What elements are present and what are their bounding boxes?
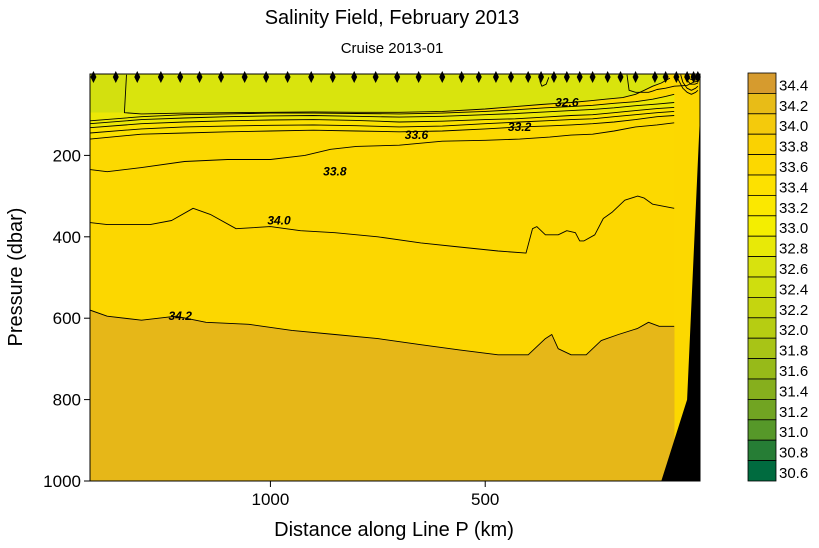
salinity-fill-layer [90,74,675,481]
colorbar-swatch [747,439,777,462]
x-axis: 1000 500 [252,481,499,509]
colorbar-swatch [747,235,777,257]
colorbar-swatch [747,419,777,441]
colorbar-label: 33.8 [779,139,808,156]
contour-label-34.2: 34.2 [169,309,193,323]
colorbar-swatch [747,133,777,155]
x-tick-label: 500 [471,490,499,509]
colorbar-label: 31.4 [779,383,808,400]
colorbar-swatch [747,72,777,94]
colorbar-label: 30.6 [779,465,808,482]
contour-line-32.4 [626,74,698,93]
contour-line-33.8 [90,122,675,173]
y-tick-label: 600 [53,309,81,328]
chart-subtitle: Cruise 2013-01 [341,40,444,57]
plot-frame [89,73,701,482]
contour-line-32.0 [680,74,699,91]
contour-label-33.2: 33.2 [508,120,532,134]
x-tick-label: 1000 [252,490,290,509]
colorbar-swatch [747,215,777,237]
contour-lines-layer [90,74,699,356]
colorbar-label: 33.6 [779,159,808,176]
colorbar-label: 31.8 [779,343,808,360]
contour-label-33.6: 33.6 [405,128,429,142]
contour-line-33.4 [90,110,675,134]
colorbar-label: 32.6 [779,261,808,278]
colorbar-swatch [747,256,777,278]
colorbar-label: 31.6 [779,363,808,380]
colorbar-swatch [747,378,777,400]
contour-line-33.2 [90,106,675,129]
contour-line-33.0 [90,102,675,125]
y-axis: 200 400 600 800 1000 [43,146,90,491]
colorbar-swatch [747,194,777,217]
contour-labels-layer: 32.6 33.2 33.6 33.8 34.0 34.2 [169,95,579,323]
contour-line-32.8 [90,93,675,122]
y-tick-label: 200 [53,146,81,165]
colorbar-swatch [747,317,777,339]
colorbar-swatch [747,113,777,135]
chart-title: Salinity Field, February 2013 [265,7,520,29]
colorbar-label: 34.0 [779,118,808,135]
contour-line-32.6 [123,74,671,115]
colorbar-swatch [747,296,777,319]
colorbar-swatch [747,93,777,115]
colorbar-label: 30.8 [779,445,808,462]
colorbar-swatch [747,398,777,421]
contour-line-34.2 [90,309,675,356]
salinity-band-32.4-32.6 [90,74,127,113]
y-tick-label: 1000 [43,472,81,491]
colorbar-swatch [747,337,777,360]
seafloor-mask [661,114,700,481]
y-tick-label: 800 [53,391,81,410]
colorbar-label: 33.2 [779,200,808,217]
contour-line-32.2 [675,74,699,95]
colorbar: 34.4 34.2 34.0 33.8 33.6 33.4 33.2 33.0 32.8 32.6… [747,72,808,482]
contour-label-32.6: 32.6 [555,95,579,109]
contour-label-33.8: 33.8 [323,165,347,179]
contour-line-33.6 [90,115,675,140]
colorbar-label: 33.4 [779,179,808,196]
colorbar-label: 34.2 [779,98,808,115]
x-axis-label: Distance along Line P (km) [274,519,514,541]
colorbar-label: 32.2 [779,302,808,319]
seafloor-mask-layer [661,114,700,481]
colorbar-label: 31.0 [779,424,808,441]
colorbar-label: 32.8 [779,241,808,258]
colorbar-swatch [747,460,777,482]
colorbar-swatch [747,358,777,380]
colorbar-label: 31.2 [779,404,808,421]
colorbar-label: 34.4 [779,77,808,94]
colorbar-label: 33.0 [779,220,808,237]
colorbar-label: 32.0 [779,322,808,339]
contour-line-34.0 [90,195,675,254]
y-tick-label: 400 [53,228,81,247]
colorbar-swatch [747,276,777,298]
contour-label-34.0: 34.0 [267,214,291,228]
colorbar-swatch [747,174,777,196]
colorbar-label: 32.4 [779,281,808,298]
y-axis-label: Pressure (dbar) [5,208,27,347]
colorbar-swatch [747,154,777,176]
